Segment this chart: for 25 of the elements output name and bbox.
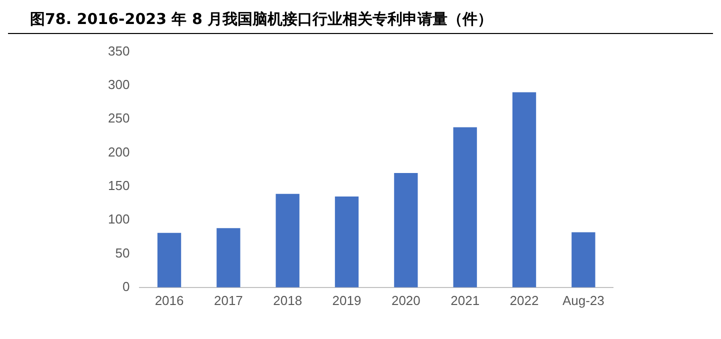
bar [216,228,240,288]
y-tick-label: 150 [108,178,130,194]
chart-title: 图78. 2016-2023 年 8 月我国脑机接口行业相关专利申请量（件） [8,8,713,34]
y-tick-label: 350 [108,43,130,58]
y-tick-label: 200 [108,144,130,160]
x-tick-label: 2021 [450,292,480,308]
x-tick-label: 2022 [510,292,539,308]
x-tick-label: 2018 [273,292,302,308]
x-tick-label: 2020 [391,292,420,308]
y-tick-label: 300 [108,77,130,92]
bar [157,232,182,288]
y-tick-label: 0 [122,278,130,294]
bar [572,232,596,288]
y-tick-label: 50 [115,245,130,260]
y-tick-label: 100 [108,212,130,227]
x-tick-label: Aug-23 [562,292,604,308]
bar [453,127,477,288]
bar [276,194,300,288]
x-tick-label: 2019 [332,292,362,308]
bar [334,196,359,288]
y-tick-label: 250 [108,110,130,126]
x-tick-label: 2016 [154,292,184,308]
bar [394,172,418,288]
bar [512,92,536,288]
x-tick-label: 2017 [214,292,243,308]
